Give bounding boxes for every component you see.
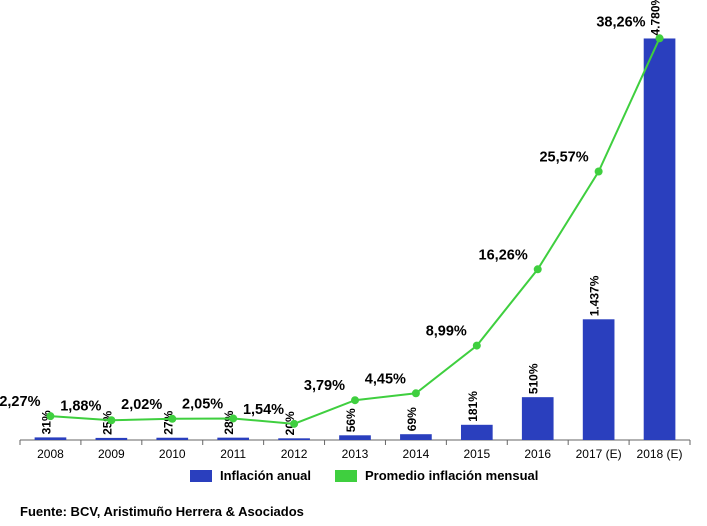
line-value-label: 3,79% — [304, 378, 345, 394]
line-value-label: 1,88% — [60, 398, 101, 414]
bar-value-label: 510% — [527, 363, 541, 394]
line-marker — [168, 415, 176, 423]
line-marker — [656, 34, 664, 42]
bar-value-label: 56% — [344, 408, 358, 432]
line-value-label: 8,99% — [426, 324, 467, 340]
bar — [96, 438, 128, 440]
line-value-label: 2,05% — [182, 396, 223, 412]
bar-value-label: 28% — [222, 410, 236, 434]
category-label: 2018 (E) — [637, 447, 683, 461]
category-label: 2016 — [524, 447, 551, 461]
line-value-label: 2,02% — [121, 397, 162, 413]
bar — [583, 319, 615, 440]
legend-item: Promedio inflación mensual — [335, 468, 538, 483]
line-value-label: 4,45% — [365, 371, 406, 387]
bar-value-label: 181% — [466, 391, 480, 422]
bar — [339, 435, 371, 440]
category-label: 2014 — [403, 447, 430, 461]
line-path — [50, 38, 659, 424]
line-marker — [595, 168, 603, 176]
chart-svg: 2008 2009 2010 2011 2012 2013 2014 2015 2016 2017… — [0, 0, 707, 526]
category-label: 2009 — [98, 447, 125, 461]
bar — [217, 438, 249, 440]
line-value-label: 1,54% — [243, 402, 284, 418]
category-label: 2012 — [281, 447, 308, 461]
line-marker — [290, 420, 298, 428]
line-marker — [534, 265, 542, 273]
line-marker — [412, 389, 420, 397]
bar-value-label: 69% — [405, 407, 419, 431]
category-label: 2008 — [37, 447, 64, 461]
line-marker — [473, 342, 481, 350]
bar — [35, 437, 67, 440]
line-value-label: 25,57% — [539, 150, 588, 166]
line-marker — [46, 412, 54, 420]
line-value-label: 38,26% — [596, 14, 645, 30]
category-label: 2017 (E) — [576, 447, 622, 461]
inflation-chart: 2008 2009 2010 2011 2012 2013 2014 2015 2016 2017… — [0, 0, 707, 526]
legend-label: Inflación anual — [220, 468, 311, 483]
legend-swatch — [335, 470, 357, 482]
category-label: 2013 — [342, 447, 369, 461]
chart-source: Fuente: BCV, Aristimuño Herrera & Asocia… — [20, 504, 304, 519]
chart-legend: Inflación anual Promedio inflación mensua… — [190, 468, 538, 483]
line-marker — [107, 416, 115, 424]
bar — [400, 434, 432, 440]
line-value-label: 16,26% — [479, 247, 528, 263]
source-text: Fuente: BCV, Aristimuño Herrera & Asocia… — [20, 504, 304, 519]
category-label: 2011 — [220, 447, 246, 461]
legend-swatch — [190, 470, 212, 482]
bar — [278, 438, 310, 440]
bar-value-label: 1.437% — [588, 275, 602, 316]
line-marker — [351, 396, 359, 404]
category-label: 2010 — [159, 447, 186, 461]
legend-item: Inflación anual — [190, 468, 311, 483]
bar — [522, 397, 554, 440]
category-label: 2015 — [463, 447, 490, 461]
bar — [461, 425, 493, 440]
bar-value-label: 4.780% — [649, 0, 663, 35]
line-value-label: 2,27% — [0, 394, 41, 410]
line-marker — [229, 414, 237, 422]
bar — [644, 38, 676, 440]
legend-label: Promedio inflación mensual — [365, 468, 538, 483]
bar — [156, 438, 188, 440]
